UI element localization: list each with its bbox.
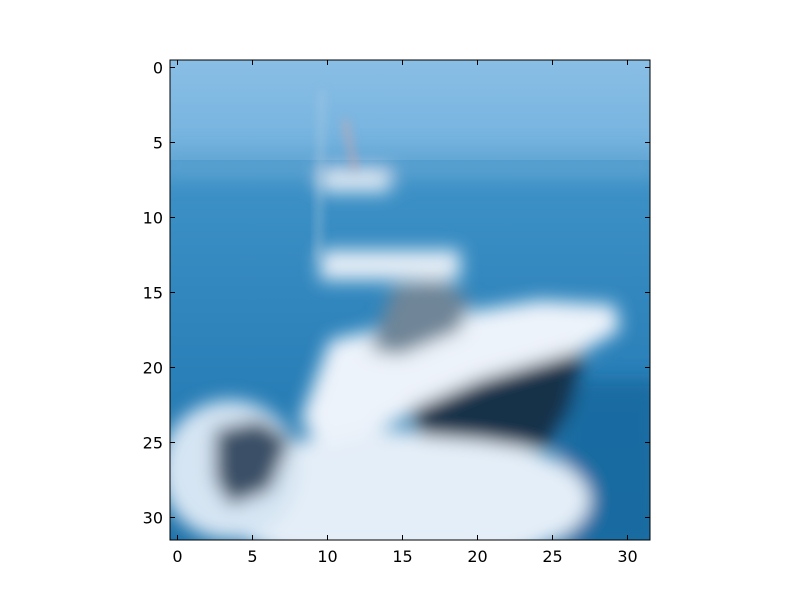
y-tick-label: 10 <box>143 209 163 228</box>
stern-dark <box>215 420 290 505</box>
wake-foam <box>210 430 590 540</box>
x-axis: 0 5 10 15 20 25 30 <box>172 60 638 566</box>
y-tick-label: 30 <box>143 509 163 528</box>
antenna-2 <box>342 119 358 171</box>
hull-dark <box>410 350 585 450</box>
y-tick-label: 0 <box>153 59 163 78</box>
tower-top <box>320 170 390 192</box>
x-tick-label: 5 <box>247 547 257 566</box>
axes-frame <box>169 59 651 541</box>
x-tick-label: 30 <box>617 547 637 566</box>
x-tick-label: 20 <box>467 547 487 566</box>
boat-photo <box>170 60 650 540</box>
antenna <box>316 89 324 261</box>
y-tick-label: 25 <box>143 434 163 453</box>
y-tick-label: 20 <box>143 359 163 378</box>
y-axis: 0 5 10 15 20 25 30 <box>143 59 650 528</box>
x-tick-label: 15 <box>392 547 412 566</box>
cabin-windshield <box>370 280 470 355</box>
y-tick-label: 15 <box>143 284 163 303</box>
x-tick-label: 25 <box>542 547 562 566</box>
x-tick-label: 10 <box>317 547 337 566</box>
cabin-roof <box>320 250 460 280</box>
y-tick-label: 5 <box>153 134 163 153</box>
x-tick-label: 0 <box>172 547 182 566</box>
horizon-haze <box>170 150 650 180</box>
